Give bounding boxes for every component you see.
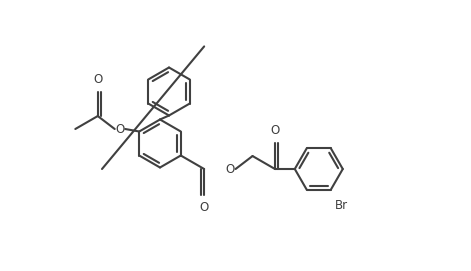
Text: O: O bbox=[200, 201, 209, 214]
Text: O: O bbox=[93, 73, 102, 86]
Text: O: O bbox=[226, 163, 235, 176]
Text: Br: Br bbox=[335, 199, 348, 212]
Text: O: O bbox=[115, 122, 125, 136]
Text: O: O bbox=[270, 124, 280, 137]
